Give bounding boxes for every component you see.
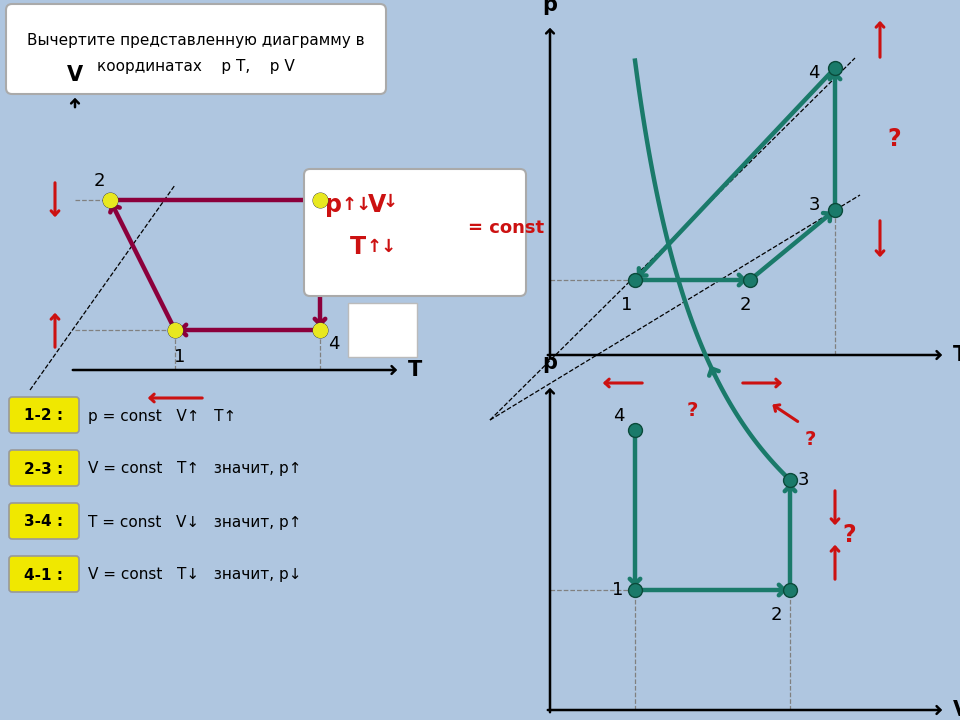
Text: 1: 1 bbox=[612, 581, 623, 599]
Text: 2: 2 bbox=[771, 606, 782, 624]
Text: p: p bbox=[325, 193, 342, 217]
Text: 1: 1 bbox=[621, 296, 633, 314]
Text: ?: ? bbox=[686, 401, 698, 420]
FancyBboxPatch shape bbox=[304, 169, 526, 296]
Text: V: V bbox=[953, 700, 960, 720]
Text: 4: 4 bbox=[328, 335, 340, 353]
Text: 4: 4 bbox=[613, 407, 625, 425]
Text: 3: 3 bbox=[798, 471, 809, 489]
FancyBboxPatch shape bbox=[348, 303, 417, 357]
Text: p: p bbox=[542, 353, 558, 373]
Text: 3-4 :: 3-4 : bbox=[24, 515, 63, 529]
Text: V: V bbox=[67, 65, 84, 85]
Text: ?: ? bbox=[842, 523, 855, 547]
Text: T: T bbox=[350, 235, 366, 259]
Text: T = const   V↓   значит, р↑: T = const V↓ значит, р↑ bbox=[88, 515, 301, 529]
Text: V = const   T↓   значит, р↓: V = const T↓ значит, р↓ bbox=[88, 567, 301, 582]
Text: 3: 3 bbox=[328, 172, 340, 190]
FancyBboxPatch shape bbox=[9, 397, 79, 433]
Text: координатах    р Т,    р V: координатах р Т, р V bbox=[97, 58, 295, 73]
Text: ↑↓: ↑↓ bbox=[367, 238, 397, 256]
Text: 2: 2 bbox=[739, 296, 751, 314]
Text: 1-2 :: 1-2 : bbox=[24, 408, 63, 423]
Text: 3: 3 bbox=[808, 196, 820, 214]
FancyBboxPatch shape bbox=[9, 556, 79, 592]
Text: Вычертите представленную диаграмму в: Вычертите представленную диаграмму в bbox=[27, 32, 365, 48]
Text: 4: 4 bbox=[808, 64, 820, 82]
Text: V: V bbox=[368, 193, 386, 217]
FancyBboxPatch shape bbox=[9, 450, 79, 486]
Text: V = const   T↑   значит, р↑: V = const T↑ значит, р↑ bbox=[88, 462, 301, 477]
Text: T: T bbox=[408, 360, 422, 380]
Text: ↓: ↓ bbox=[383, 193, 398, 211]
Text: 4-1 :: 4-1 : bbox=[25, 567, 63, 582]
Text: 1: 1 bbox=[175, 348, 185, 366]
Text: ?: ? bbox=[805, 430, 816, 449]
Text: p: p bbox=[542, 0, 558, 15]
Text: p = const   V↑   T↑: p = const V↑ T↑ bbox=[88, 408, 236, 423]
Text: ↑↓: ↑↓ bbox=[342, 196, 372, 214]
FancyBboxPatch shape bbox=[6, 4, 386, 94]
Text: 2: 2 bbox=[93, 172, 105, 190]
FancyBboxPatch shape bbox=[9, 503, 79, 539]
Text: ?: ? bbox=[887, 127, 900, 151]
Text: T: T bbox=[953, 345, 960, 365]
Text: 2-3 :: 2-3 : bbox=[24, 462, 63, 477]
Text: = const: = const bbox=[468, 219, 544, 237]
